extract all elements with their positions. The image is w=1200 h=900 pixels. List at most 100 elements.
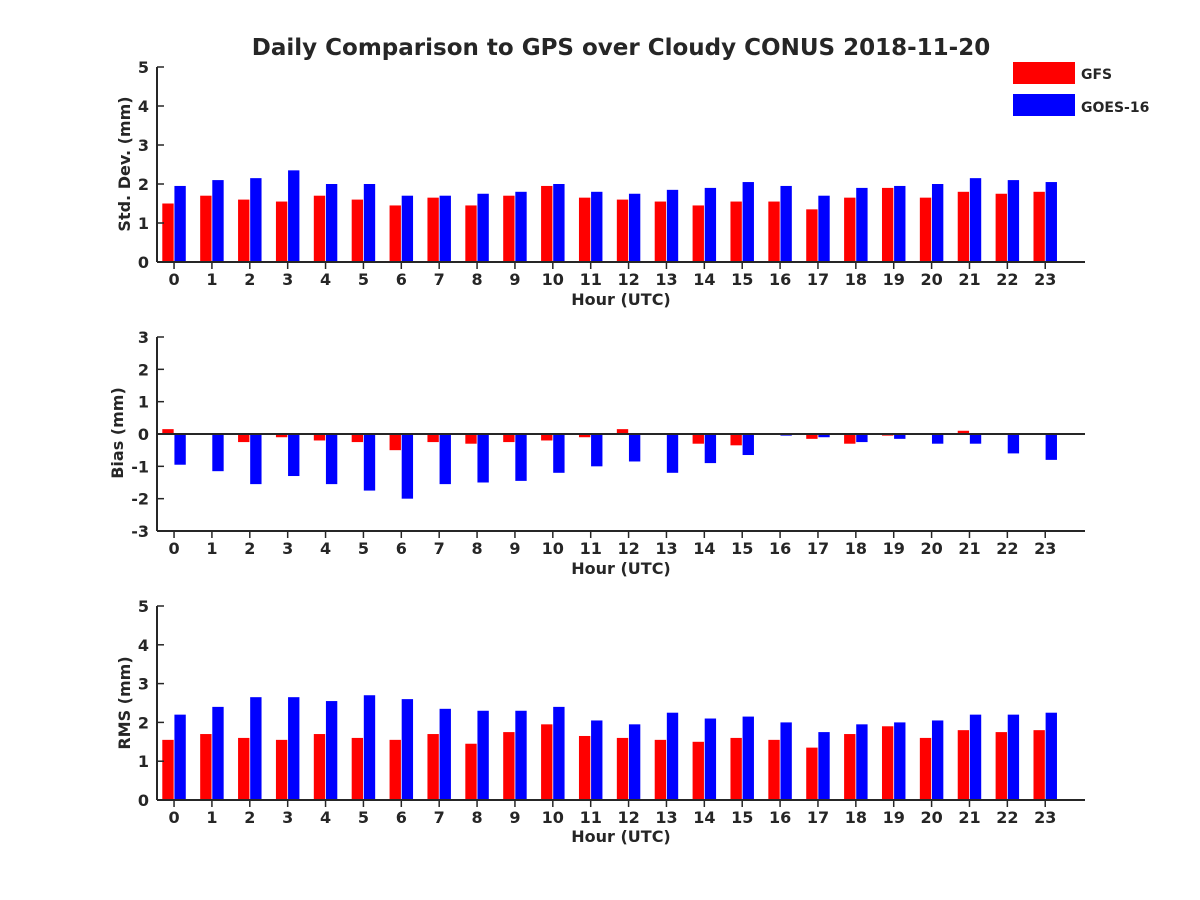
std-dev-bar-goes16-21 (969, 178, 982, 262)
std-dev-x-tick-label-3: 3 (282, 270, 293, 289)
std-dev-bar-goes16-13 (666, 189, 679, 262)
std-dev-y-tick-label-0: 0 (138, 253, 149, 272)
bias-bar-goes16-4 (325, 434, 338, 485)
rms-bar-goes16-23 (1045, 712, 1057, 800)
rms-x-tick-label-17: 17 (807, 808, 829, 827)
std-dev-x-tick-label-23: 23 (1034, 270, 1056, 289)
std-dev-x-tick-label-17: 17 (807, 270, 829, 289)
std-dev-bar-goes16-12 (628, 193, 641, 262)
rms-bar-gfs-8 (465, 743, 477, 800)
std-dev-bar-gfs-8 (465, 205, 477, 262)
rms-y-tick-label-1: 1 (138, 752, 149, 771)
rms-x-tick-label-23: 23 (1034, 808, 1056, 827)
std-dev-x-tick-label-7: 7 (434, 270, 445, 289)
std-dev-x-tick-label-1: 1 (206, 270, 217, 289)
bias-bar-gfs-6 (389, 434, 401, 451)
std-dev-bar-gfs-0 (162, 203, 174, 262)
rms-bar-gfs-14 (692, 741, 704, 800)
std-dev-bar-gfs-17 (806, 209, 818, 262)
rms-y-tick-label-5: 5 (138, 597, 149, 616)
bias-bar-goes16-0 (174, 434, 186, 465)
std-dev-bar-gfs-2 (238, 199, 250, 262)
rms-bar-goes16-6 (401, 699, 414, 800)
rms-x-tick-label-15: 15 (731, 808, 753, 827)
bias-bar-gfs-7 (427, 434, 439, 443)
bias-y-tick-label-2: 2 (138, 360, 149, 379)
rms-bar-gfs-18 (844, 734, 856, 800)
rms-bar-goes16-10 (553, 706, 565, 800)
rms-y-tick-label-0: 0 (138, 791, 149, 810)
bias-bar-goes16-19 (894, 434, 906, 439)
std-dev-bar-gfs-1 (200, 195, 212, 262)
rms-bar-goes16-12 (628, 724, 641, 800)
rms-x-tick-label-16: 16 (769, 808, 791, 827)
bias-bar-goes16-5 (363, 434, 376, 491)
std-dev-x-tick-label-10: 10 (542, 270, 564, 289)
bias-x-tick-label-11: 11 (580, 539, 602, 558)
std-dev-bar-gfs-23 (1033, 191, 1045, 262)
rms-x-tick-label-4: 4 (320, 808, 331, 827)
bias-x-tick-label-5: 5 (358, 539, 369, 558)
rms-bar-gfs-6 (389, 739, 401, 800)
rms-bar-gfs-22 (995, 732, 1007, 800)
rms-bar-gfs-0 (162, 739, 174, 800)
bias-bar-goes16-23 (1045, 434, 1057, 460)
std-dev-bar-goes16-23 (1045, 182, 1057, 262)
std-dev-x-tick-label-6: 6 (396, 270, 407, 289)
bias-bar-goes16-22 (1007, 434, 1020, 454)
bias-x-tick-label-17: 17 (807, 539, 829, 558)
std-dev-x-tick-label-11: 11 (580, 270, 602, 289)
bias-x-label: Hour (UTC) (571, 559, 671, 578)
bias-x-ticks: 0 1 2 3 4 5 6 7 8 9 10 11 12 13 14 15 16 17 18 19 20 21 22 23 (168, 531, 1056, 558)
chart-title: Daily Comparison to GPS over Cloudy CONU… (252, 35, 990, 61)
rms-bar-goes16-7 (439, 708, 451, 800)
std-dev-bar-goes16-0 (174, 185, 186, 262)
std-dev-x-tick-label-2: 2 (244, 270, 255, 289)
std-dev-bar-gfs-6 (389, 205, 401, 262)
rms-bar-goes16-14 (704, 718, 717, 800)
bias-x-tick-label-7: 7 (434, 539, 445, 558)
std-dev-bar-gfs-14 (692, 205, 704, 262)
bias-bar-goes16-13 (666, 434, 679, 473)
bias-bar-goes16-17 (818, 434, 830, 438)
rms-y-label: RMS (mm) (115, 656, 134, 749)
std-dev-bar-goes16-5 (363, 184, 376, 262)
rms-x-tick-label-5: 5 (358, 808, 369, 827)
rms-bar-goes16-2 (250, 697, 262, 800)
bias-bar-goes16-3 (288, 434, 300, 477)
rms-x-label: Hour (UTC) (571, 827, 671, 846)
bias-bar-goes16-1 (212, 434, 224, 472)
std-dev-bar-gfs-13 (654, 201, 667, 262)
bias-y-tick-label-1: 1 (138, 393, 149, 412)
std-dev-bar-gfs-20 (919, 197, 932, 262)
std-dev-x-tick-label-16: 16 (769, 270, 791, 289)
std-dev-axes (156, 67, 1085, 263)
rms-x-tick-label-12: 12 (617, 808, 639, 827)
std-dev-bar-goes16-14 (704, 187, 717, 262)
bias-bar-gfs-18 (844, 434, 856, 444)
rms-bar-gfs-4 (313, 734, 326, 800)
std-dev-x-tick-label-20: 20 (920, 270, 942, 289)
rms-bar-gfs-20 (919, 737, 932, 800)
rms-bar-gfs-11 (578, 735, 591, 800)
std-dev-bar-goes16-22 (1007, 180, 1020, 262)
std-dev-bar-goes16-16 (780, 185, 792, 262)
bias-bar-gfs-8 (465, 434, 477, 444)
rms-y-ticks: 0 1 2 3 4 5 (138, 597, 164, 810)
std-dev-x-tick-label-15: 15 (731, 270, 753, 289)
std-dev-bar-goes16-17 (818, 195, 830, 262)
std-dev-bar-gfs-7 (427, 197, 439, 262)
rms-bar-gfs-23 (1033, 730, 1045, 800)
bias-bar-goes16-6 (401, 434, 414, 499)
rms-x-tick-label-11: 11 (580, 808, 602, 827)
bias-x-tick-label-22: 22 (996, 539, 1018, 558)
rms-bar-gfs-9 (503, 732, 515, 800)
std-dev-x-tick-label-8: 8 (471, 270, 482, 289)
std-dev-bar-gfs-5 (351, 199, 364, 262)
bias-bar-goes16-10 (553, 434, 565, 473)
std-dev-bar-goes16-19 (894, 185, 906, 262)
std-dev-x-tick-label-4: 4 (320, 270, 331, 289)
std-dev-bar-goes16-9 (515, 191, 527, 262)
rms-bar-goes16-1 (212, 706, 224, 800)
rms-x-tick-label-0: 0 (168, 808, 179, 827)
